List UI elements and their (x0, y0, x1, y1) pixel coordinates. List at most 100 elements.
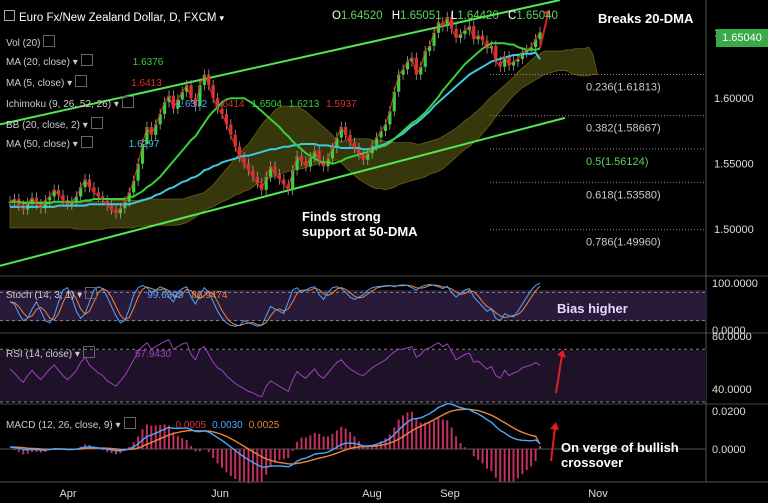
candle-body (87, 179, 92, 188)
price-tick-label: 1.60000 (714, 93, 754, 105)
price-tick-label: 1.50000 (714, 224, 754, 236)
chevron-down-icon[interactable]: ▾ (69, 57, 78, 68)
indicator-vol[interactable]: Vol (20) (6, 35, 56, 49)
candle-body (264, 176, 268, 190)
stoch-legend[interactable]: Stoch (14, 3, 1) ▾ 99.6395 86.9474 (6, 287, 228, 301)
candle-body (145, 127, 149, 145)
price-tick-label: 1.55000 (714, 159, 754, 171)
candle-body (132, 180, 136, 193)
candle-body (383, 124, 388, 131)
time-tick-label: Jun (211, 488, 229, 500)
indicator-label: BB (20, close, 2) (6, 120, 80, 131)
candle-body (140, 144, 145, 164)
macd-tick-label: 0.0000 (712, 444, 746, 456)
annotation-breaks-20dma: Breaks 20-DMA (598, 11, 694, 26)
indicator-ichimoku[interactable]: Ichimoku (9, 26, 52, 26) ▾ 1.6372 1.6414… (6, 96, 357, 110)
stoch-d-value: 86.9474 (191, 290, 228, 301)
settings-icon[interactable] (75, 75, 88, 87)
indicator-value: 1.6414 (214, 99, 245, 110)
settings-icon[interactable] (90, 117, 103, 129)
indicator-label: RSI (14, close) (6, 349, 73, 360)
candle-body (480, 35, 485, 41)
chevron-down-icon[interactable]: ▾ (74, 290, 83, 301)
indicator-ma50[interactable]: MA (50, close) ▾ 1.6297 (6, 136, 159, 150)
candle-body (304, 161, 308, 167)
indicator-label: MA (5, close) (6, 78, 65, 89)
close-label: C (508, 10, 517, 22)
settings-icon[interactable] (80, 136, 93, 148)
candle-body (339, 127, 343, 138)
macd-legend[interactable]: MACD (12, 26, close, 9) ▾ 0.0005 0.0030 0.0… (6, 417, 279, 431)
candle-body (246, 163, 251, 171)
candle-body (158, 113, 162, 125)
candle-body (198, 85, 202, 107)
candle-body (516, 58, 520, 62)
candle-body (348, 134, 352, 143)
time-tick-label: Aug (362, 488, 382, 500)
candle-body (352, 142, 357, 148)
arrow-head-icon (543, 10, 551, 17)
candle-body (242, 157, 246, 164)
candle-body (238, 146, 242, 158)
candle-body (485, 40, 489, 49)
symbol-title[interactable]: Euro Fx/New Zealand Dollar, D, FXCM ▾ (4, 10, 224, 24)
annotation-line: crossover (561, 455, 624, 470)
chevron-down-icon[interactable]: ▾ (79, 120, 88, 131)
indicator-value: 1.6372 (176, 99, 208, 110)
candle-body (476, 35, 480, 40)
ma20-line (10, 42, 541, 204)
chevron-down-icon[interactable]: ▾ (219, 13, 225, 23)
candle-body (286, 184, 290, 190)
candle-body (118, 208, 123, 214)
candle-body (34, 197, 39, 205)
settings-icon[interactable] (82, 346, 95, 358)
settings-icon[interactable] (85, 287, 98, 299)
settings-icon[interactable] (80, 54, 93, 66)
candle-body (498, 61, 502, 67)
ma50-line (10, 51, 541, 208)
ohlc-readout: O1.64520 H1.65051 L1.64420 C1.65040 (332, 10, 558, 22)
indicator-label: MA (20, close) (6, 57, 70, 68)
chevron-down-icon[interactable]: ▾ (64, 78, 73, 89)
stoch-tick-label: 100.0000 (712, 278, 758, 290)
annotation-macd: On verge of bullish crossover (561, 440, 679, 470)
chevron-down-icon[interactable]: ▾ (111, 99, 119, 110)
indicator-bb[interactable]: BB (20, close, 2) ▾ (6, 117, 103, 131)
candle-body (48, 196, 52, 201)
indicator-value: 1.6376 (132, 57, 164, 68)
rsi-tick-label: 40.0000 (712, 384, 752, 396)
macd-signal-value: 0.0025 (248, 420, 280, 431)
candle-body (282, 179, 286, 185)
indicator-ma5[interactable]: MA (5, close) ▾ 1.6413 (6, 75, 162, 89)
chevron-down-icon[interactable]: ▾ (69, 139, 78, 150)
time-tick-label: Sep (440, 488, 460, 500)
chevron-down-icon[interactable]: ▾ (112, 420, 121, 431)
collapse-icon[interactable] (4, 10, 15, 21)
settings-icon[interactable] (121, 96, 134, 108)
candle-body (70, 201, 74, 205)
fib-label: 0.5(1.56124) (586, 156, 648, 168)
candle-body (494, 45, 498, 62)
candle-body (427, 45, 432, 52)
settings-icon[interactable] (123, 417, 136, 429)
open-value: 1.64520 (340, 10, 383, 22)
indicator-label: MA (50, close) (6, 139, 70, 150)
rsi-value: 57.9430 (134, 349, 172, 360)
candle-body (503, 56, 507, 67)
rsi-band (0, 350, 706, 402)
candle-body (260, 183, 264, 190)
candle-body (193, 98, 198, 107)
candle-body (405, 61, 410, 70)
candle-body (538, 32, 542, 40)
stoch-tick-label: 0.0000 (712, 325, 746, 337)
candle-body (207, 74, 211, 86)
candle-body (295, 155, 299, 171)
chevron-down-icon[interactable]: ▾ (72, 349, 80, 360)
rsi-legend[interactable]: RSI (14, close) ▾ 57.9430 (6, 346, 171, 360)
candle-body (83, 179, 87, 188)
settings-icon[interactable] (43, 35, 56, 47)
open-label: O (332, 10, 341, 22)
indicator-ma20[interactable]: MA (20, close) ▾ 1.6376 (6, 54, 163, 68)
candle-body (277, 174, 282, 180)
candle-body (357, 147, 361, 155)
